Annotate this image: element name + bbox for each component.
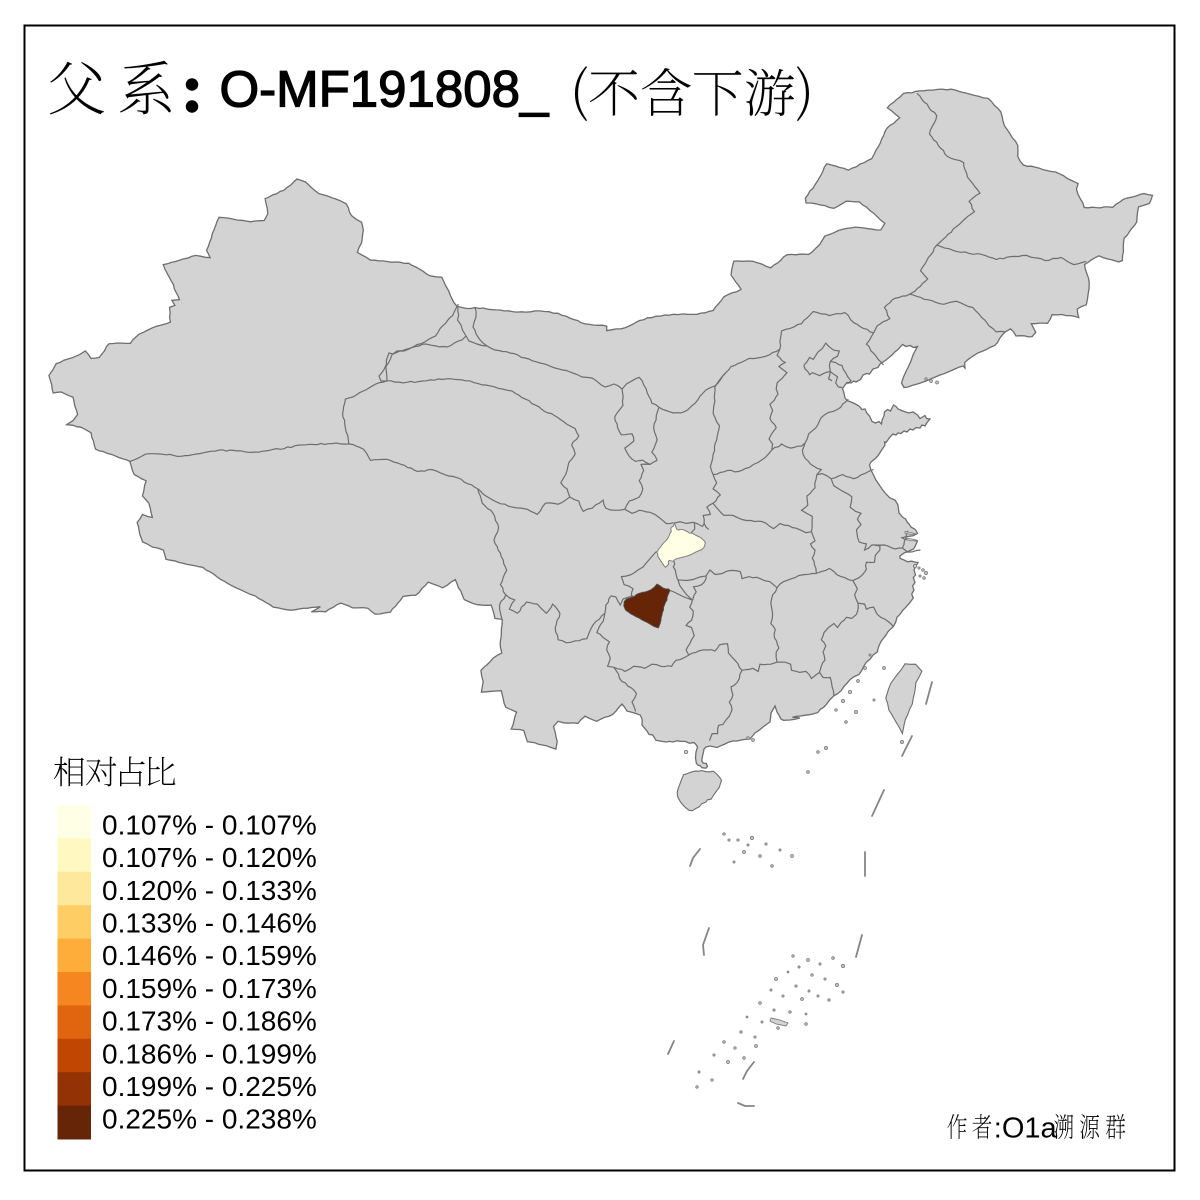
svg-text:0.146% - 0.159%: 0.146% - 0.159% [102,940,317,971]
svg-text:0.186% - 0.199%: 0.186% - 0.199% [102,1038,317,1069]
svg-text::O1a: :O1a [994,1112,1058,1144]
svg-text:0.120% - 0.133%: 0.120% - 0.133% [102,875,317,906]
svg-text:0.107% - 0.120%: 0.107% - 0.120% [102,842,317,873]
svg-text:0.107% - 0.107%: 0.107% - 0.107% [102,810,317,841]
svg-text:0.173% - 0.186%: 0.173% - 0.186% [102,1006,317,1037]
svg-text:0.133% - 0.146%: 0.133% - 0.146% [102,908,317,939]
svg-text:0.199% - 0.225%: 0.199% - 0.225% [102,1071,317,1102]
svg-text:0.225% - 0.238%: 0.225% - 0.238% [102,1104,317,1135]
svg-text:O-MF191808_: O-MF191808_ [220,61,549,118]
svg-text:0.159% - 0.173%: 0.159% - 0.173% [102,973,317,1004]
